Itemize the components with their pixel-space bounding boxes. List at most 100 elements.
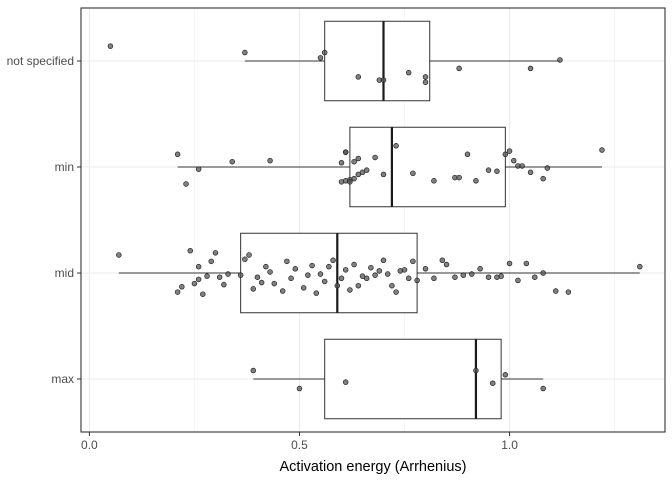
data-point	[422, 74, 429, 80]
box-iqr	[349, 126, 506, 208]
data-point	[393, 143, 399, 149]
data-point	[271, 280, 278, 287]
data-point	[216, 274, 223, 280]
data-point	[380, 171, 387, 178]
data-point	[485, 167, 492, 173]
data-point	[355, 74, 362, 80]
data-point	[305, 272, 311, 278]
data-point	[116, 252, 122, 258]
data-point	[473, 178, 479, 184]
data-point	[195, 166, 202, 172]
data-point	[338, 160, 345, 166]
data-point	[300, 285, 307, 291]
data-point	[401, 267, 408, 273]
data-point	[363, 275, 370, 282]
data-point	[468, 271, 475, 277]
data-point	[221, 281, 227, 288]
data-point	[225, 271, 231, 277]
data-point	[342, 267, 349, 273]
data-point	[292, 266, 299, 272]
data-point	[544, 165, 551, 171]
data-point	[515, 277, 521, 284]
data-point	[107, 43, 114, 49]
data-point	[359, 169, 366, 176]
data-point	[250, 286, 257, 292]
data-point	[204, 273, 210, 279]
data-point	[229, 158, 236, 165]
data-point	[431, 178, 437, 184]
data-point	[242, 49, 248, 56]
y-tick-label: mid	[55, 266, 74, 280]
x-tick-label: 0.0	[81, 438, 98, 452]
data-point	[540, 270, 546, 276]
data-point	[502, 372, 509, 378]
data-point	[502, 151, 509, 158]
data-point	[195, 276, 202, 283]
data-point	[460, 272, 467, 278]
data-point	[532, 274, 538, 280]
data-point	[347, 287, 353, 293]
data-point	[523, 260, 530, 267]
data-point	[452, 274, 458, 280]
data-point	[380, 257, 387, 264]
data-point	[212, 250, 219, 256]
data-point	[330, 257, 336, 264]
data-point	[351, 261, 357, 268]
data-point	[393, 289, 399, 295]
data-point	[288, 275, 294, 282]
data-point	[183, 181, 189, 187]
data-point	[384, 271, 391, 277]
data-point	[355, 171, 362, 178]
data-point	[355, 282, 362, 289]
boxplot-not-specified	[244, 20, 560, 102]
data-point	[317, 271, 324, 277]
y-tick-label: min	[55, 160, 74, 174]
y-tick-label: max	[51, 372, 74, 386]
data-point	[363, 167, 370, 173]
data-point	[187, 247, 193, 254]
boxplot-min	[177, 126, 602, 208]
data-point	[359, 273, 366, 279]
data-point	[464, 151, 471, 158]
data-point	[317, 55, 324, 61]
data-point	[347, 179, 353, 185]
data-point	[599, 147, 605, 153]
data-point	[485, 274, 492, 280]
data-point	[351, 175, 357, 182]
data-point	[208, 258, 214, 265]
data-point	[195, 263, 202, 270]
data-point	[372, 272, 378, 278]
y-axis: not specified min mid max	[7, 54, 81, 386]
box-iqr	[324, 338, 502, 420]
data-point	[506, 148, 513, 154]
data-point	[342, 379, 349, 385]
data-point	[267, 269, 273, 275]
data-point	[510, 157, 517, 164]
boxplot-max	[253, 338, 544, 420]
data-point	[368, 264, 374, 271]
data-point	[443, 261, 450, 268]
box-iqr	[240, 232, 418, 314]
data-point	[506, 260, 513, 267]
data-point	[342, 149, 349, 155]
y-tick-label: not specified	[7, 54, 74, 68]
data-point	[334, 282, 341, 289]
x-axis-title: Activation energy (Arrhenius)	[280, 459, 467, 475]
data-point	[355, 155, 362, 162]
data-point	[527, 169, 534, 176]
data-point	[263, 263, 269, 270]
data-point	[250, 367, 257, 374]
data-point	[439, 257, 446, 264]
x-tick-label: 0.5	[291, 438, 308, 452]
panel-border	[80, 7, 666, 433]
data-point	[254, 274, 261, 280]
data-point	[267, 157, 273, 164]
data-point	[191, 280, 198, 287]
data-point	[284, 258, 290, 265]
data-point	[498, 273, 504, 279]
data-point	[237, 272, 244, 278]
data-point	[473, 367, 479, 374]
data-point	[296, 385, 303, 392]
data-point	[309, 262, 315, 269]
